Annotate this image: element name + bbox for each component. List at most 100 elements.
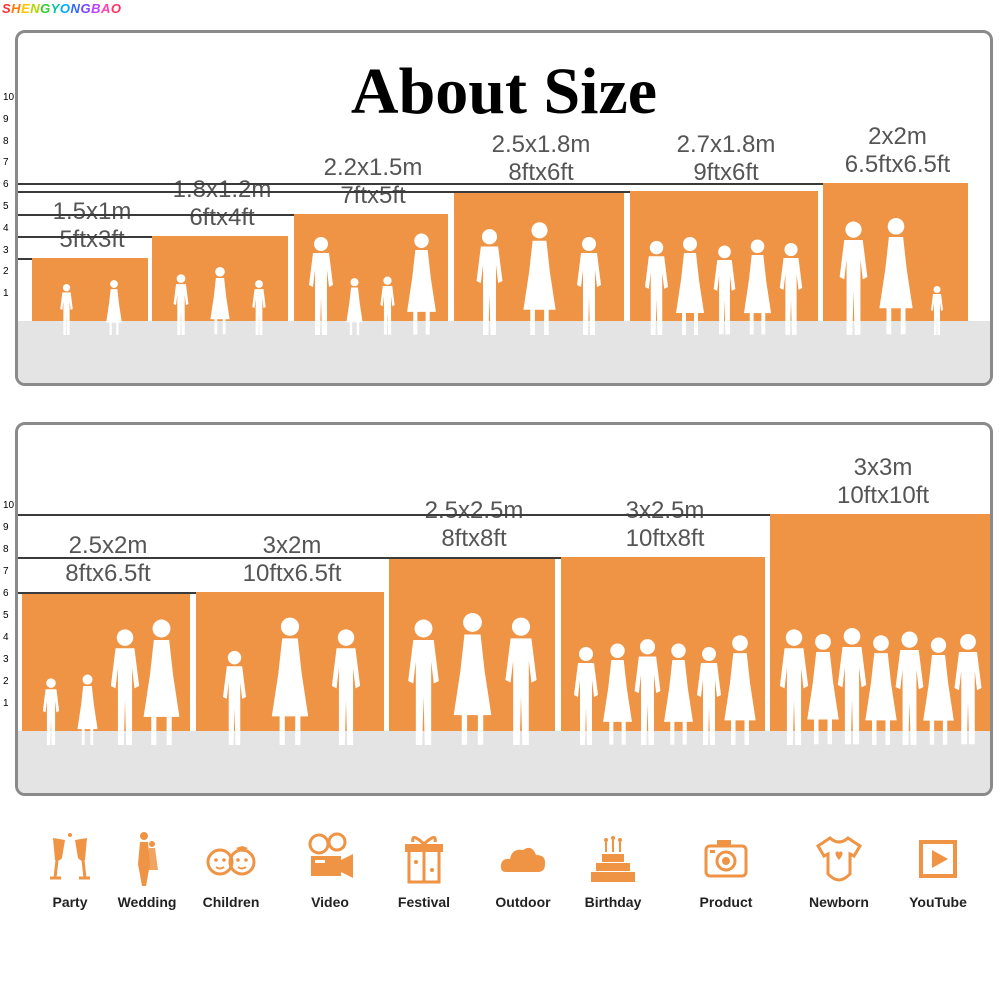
- usage-icons-row: Party Wedding Children Video Festival Outdoor…: [0, 820, 1000, 940]
- brand-letter: N: [70, 1, 81, 16]
- size-metric-label: 2.5x2m: [68, 532, 148, 559]
- usage-item-video: Video: [280, 830, 380, 910]
- brand-logo: SHENGYONGBAO: [2, 1, 121, 16]
- usage-item-product: Product: [676, 830, 776, 910]
- size-imperial-label: 8ftx6.5ft: [65, 560, 151, 587]
- usage-label: Wedding: [117, 894, 177, 910]
- brand-letter: N: [30, 1, 41, 16]
- size-metric-label: 2.5x2.5m: [424, 497, 524, 524]
- brand-letter: G: [40, 1, 51, 16]
- person-silhouette: [269, 615, 311, 745]
- scale-tick-label: 6: [3, 588, 9, 599]
- person-silhouette: [500, 615, 542, 745]
- height-guide-line: [18, 191, 818, 193]
- person-silhouette: [573, 235, 605, 335]
- scale-tick-label: 3: [3, 244, 9, 256]
- size-metric-label: 2.7x1.8m: [676, 131, 776, 158]
- usage-label: Festival: [397, 894, 451, 910]
- usage-label: Party: [52, 894, 88, 910]
- height-guide-line: [18, 557, 765, 559]
- size-imperial-label: 10ftx10ft: [836, 482, 930, 509]
- brand-letter: B: [91, 1, 101, 16]
- size-imperial-label: 5ftx3ft: [59, 226, 125, 253]
- scale-tick-label: 6: [3, 179, 9, 191]
- size-imperial-label: 7ftx5ft: [340, 182, 406, 209]
- size-imperial-label: 6.5ftx6.5ft: [844, 151, 951, 178]
- usage-item-party: Party: [20, 830, 120, 910]
- size-metric-label: 3x3m: [853, 454, 913, 481]
- scale-tick-label: 5: [3, 610, 9, 621]
- person-silhouette: [378, 275, 397, 335]
- wedding-couple-icon: [97, 830, 197, 886]
- scale-tick-label: 7: [3, 157, 9, 169]
- brand-letter: H: [11, 1, 22, 16]
- size-imperial-label: 6ftx4ft: [189, 204, 255, 231]
- usage-item-newborn: Newborn: [789, 830, 889, 910]
- scale-tick-label: 2: [3, 676, 9, 687]
- person-silhouette: [921, 635, 956, 745]
- person-silhouette: [776, 241, 806, 335]
- usage-label: YouTube: [909, 894, 967, 910]
- person-silhouette: [710, 243, 739, 335]
- person-silhouette: [742, 237, 773, 335]
- size-imperial-label: 8ftx6ft: [508, 159, 574, 186]
- size-metric-label: 1.8x1.2m: [172, 176, 272, 203]
- size-metric-label: 1.5x1m: [52, 198, 132, 225]
- scale-tick-label: 3: [3, 654, 9, 665]
- size-imperial-label: 10ftx6.5ft: [242, 560, 342, 587]
- person-silhouette: [106, 627, 144, 745]
- height-guide-line: [18, 214, 448, 216]
- brand-letter: E: [21, 1, 31, 16]
- person-silhouette: [58, 283, 75, 335]
- person-silhouette: [472, 227, 507, 335]
- scale-tick-label: 4: [3, 632, 9, 643]
- person-silhouette: [570, 645, 602, 745]
- usage-label: Video: [311, 894, 349, 910]
- person-silhouette: [250, 279, 268, 335]
- height-guide-line: [18, 183, 968, 185]
- person-silhouette: [209, 265, 231, 335]
- size-metric-label: 2x2m: [868, 123, 927, 150]
- brand-letter: G: [80, 1, 92, 16]
- cloud-icon: [473, 830, 573, 886]
- person-silhouette: [630, 637, 665, 745]
- brand-letter: Y: [50, 1, 60, 16]
- size-metric-label: 3x2m: [262, 532, 322, 559]
- usage-item-birthday: Birthday: [563, 830, 663, 910]
- scale-tick-label: 1: [3, 288, 9, 300]
- size-chart-bottom-panel: 2.5x2m 8ftx6.5ft 3x2m 10ftx6.5ft 2.5x2.5m 8ft…: [15, 422, 993, 796]
- person-silhouette: [40, 677, 62, 745]
- person-silhouette: [219, 649, 250, 745]
- person-silhouette: [950, 631, 986, 745]
- person-silhouette: [662, 641, 695, 745]
- person-silhouette: [674, 235, 706, 335]
- scale-tick-label: 9: [3, 522, 9, 533]
- person-silhouette: [693, 645, 725, 745]
- person-silhouette: [345, 277, 364, 335]
- usage-item-youtube: YouTube: [888, 830, 988, 910]
- scale-tick-label: 2: [3, 266, 9, 278]
- person-silhouette: [641, 239, 672, 335]
- usage-label: Newborn: [809, 894, 869, 910]
- person-silhouette: [451, 610, 494, 745]
- person-silhouette: [403, 617, 444, 745]
- usage-item-wedding: Wedding: [97, 830, 197, 910]
- height-guide-line: [18, 514, 990, 516]
- person-silhouette: [327, 627, 365, 745]
- size-chart-top-panel: About Size 1.5x1m 5ftx3ft 1.8x1.2m 6ftx4ft 2…: [15, 30, 993, 386]
- scale-tick-label: 10: [3, 500, 15, 511]
- person-silhouette: [863, 633, 899, 745]
- birthday-cake-icon: [563, 830, 663, 886]
- gift-box-icon: [374, 830, 474, 886]
- person-silhouette: [929, 285, 945, 335]
- person-silhouette: [835, 219, 872, 335]
- brand-letter: S: [2, 1, 12, 16]
- brand-letter: A: [100, 1, 111, 16]
- person-silhouette: [521, 220, 558, 335]
- person-silhouette: [805, 631, 841, 745]
- person-silhouette: [76, 673, 99, 745]
- person-silhouette: [601, 641, 634, 745]
- person-silhouette: [141, 617, 182, 745]
- size-imperial-label: 8ftx8ft: [441, 525, 507, 552]
- children-faces-icon: [181, 830, 281, 886]
